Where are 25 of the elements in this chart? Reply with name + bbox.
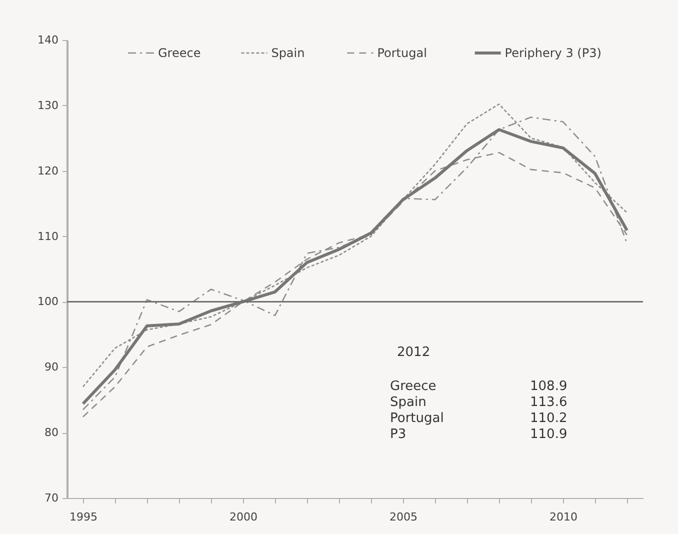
y-tick-label: 120 (38, 164, 58, 178)
y-tick-label: 70 (44, 492, 58, 504)
annotation: 108.9 (530, 379, 568, 394)
x-tick-label: 1995 (70, 510, 98, 524)
legend-label: Periphery 3 (P3) (504, 46, 602, 60)
y-tick-label: 110 (38, 230, 58, 243)
annotation: 110.2 (530, 411, 568, 426)
legend-label: Portugal (377, 46, 427, 60)
annotation: Greece (390, 379, 436, 394)
annotation: 2012 (397, 345, 430, 360)
y-tick-label: 100 (38, 295, 58, 308)
y-tick-label: 140 (38, 34, 58, 46)
legend-label: Greece (158, 46, 201, 60)
x-tick-label: 2000 (230, 510, 258, 524)
annotation: P3 (390, 427, 406, 442)
x-tick-label: 2010 (550, 510, 578, 524)
annotation: Spain (390, 395, 426, 410)
annotation: Portugal (390, 411, 444, 426)
y-tick-label: 80 (44, 426, 58, 440)
legend-label: Spain (271, 46, 305, 60)
annotation: 110.9 (530, 427, 568, 442)
x-tick-label: 2005 (390, 510, 418, 524)
y-tick-label: 130 (38, 98, 58, 112)
annotation: 113.6 (530, 395, 568, 410)
y-tick-label: 90 (44, 360, 58, 374)
